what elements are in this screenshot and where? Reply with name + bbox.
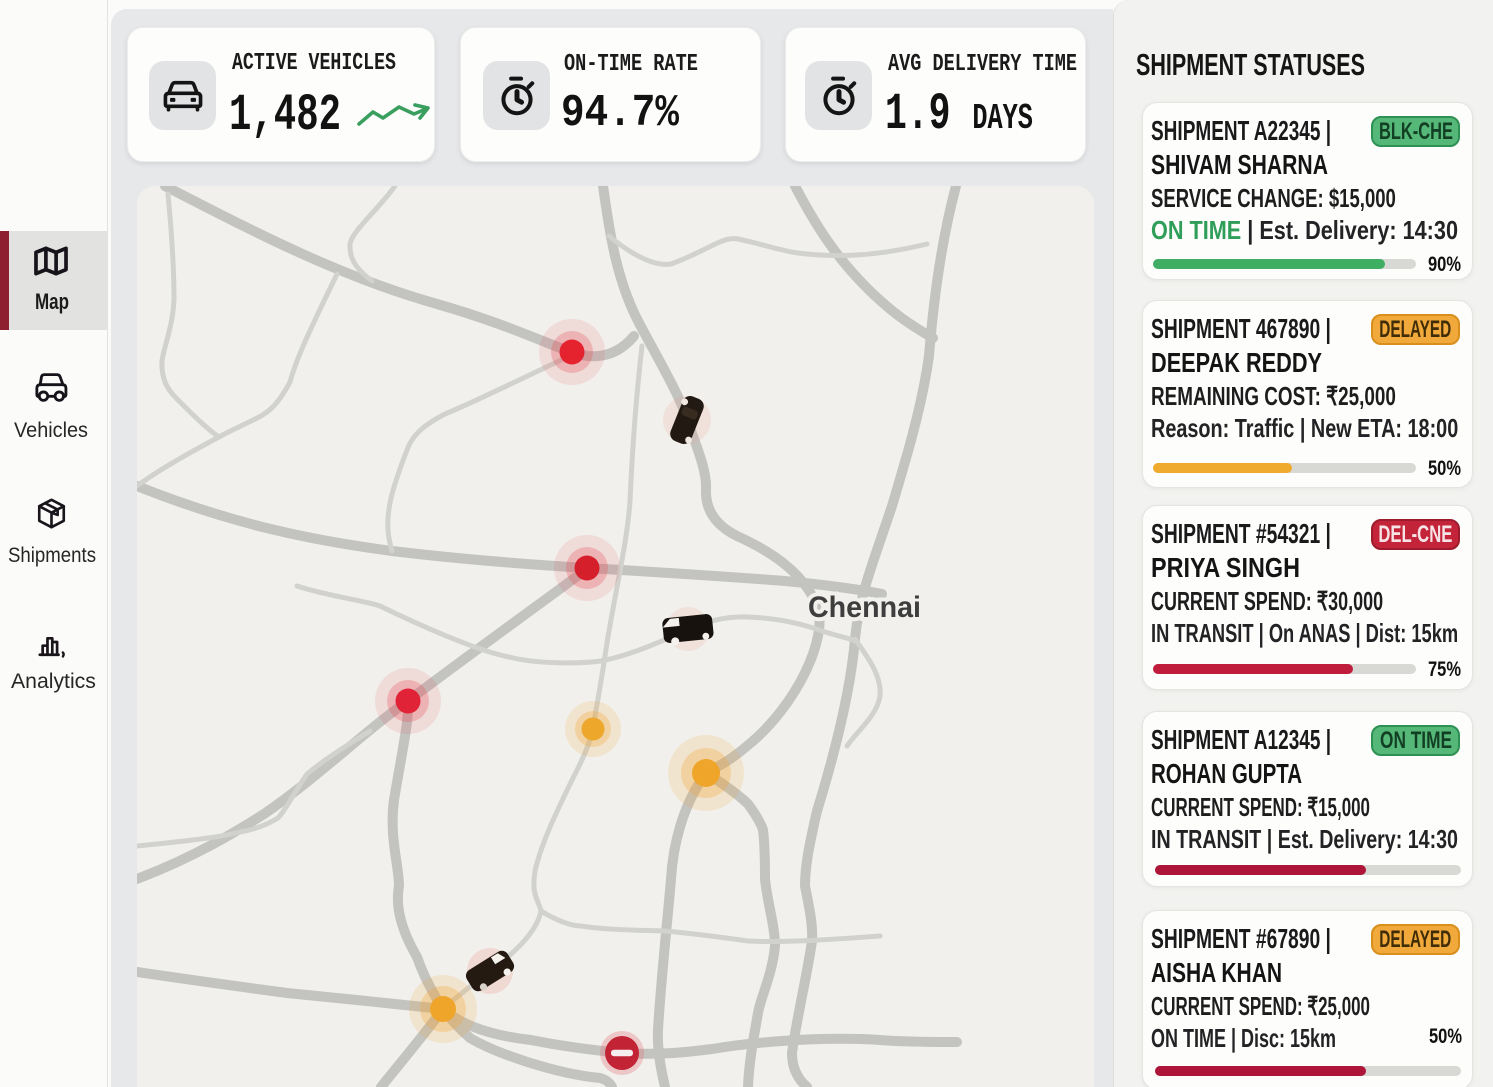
svg-text:Chennai: Chennai bbox=[808, 591, 921, 624]
